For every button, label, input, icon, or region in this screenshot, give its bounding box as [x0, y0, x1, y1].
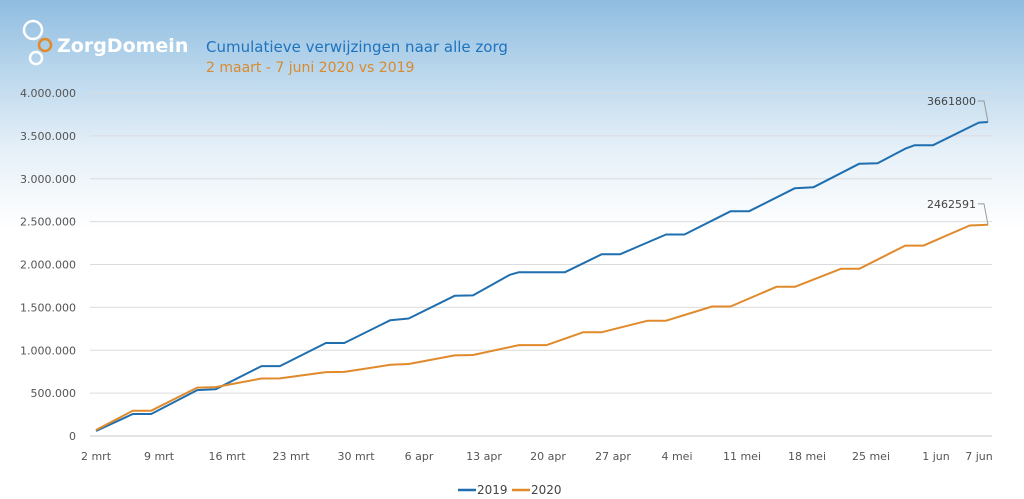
x-tick-label: 16 mrt	[208, 450, 246, 463]
x-tick-label: 2 mrt	[81, 450, 112, 463]
y-tick-label: 500.000	[31, 387, 77, 400]
x-tick-label: 13 apr	[466, 450, 502, 463]
logo: ZorgDomein	[22, 19, 188, 66]
x-tick-label: 1 jun	[922, 450, 950, 463]
chart-subtitle: 2 maart - 7 juni 2020 vs 2019	[206, 60, 414, 76]
end-label-leader	[978, 100, 989, 123]
series-line-2020	[95, 223, 989, 431]
y-tick-label: 0	[69, 430, 76, 443]
x-tick-label: 18 mei	[788, 450, 826, 463]
legend-label-2019: 2019	[477, 483, 508, 497]
y-tick-label: 3.500.000	[20, 130, 76, 143]
x-tick-label: 4 mei	[661, 450, 692, 463]
series-line-2019	[95, 121, 989, 432]
end-label-leader	[978, 203, 989, 225]
x-tick-label: 23 mrt	[272, 450, 310, 463]
x-tick-label: 25 mei	[852, 450, 890, 463]
y-tick-label: 3.000.000	[20, 173, 76, 186]
x-tick-label: 11 mei	[723, 450, 761, 463]
x-tick-label: 7 jun	[965, 450, 993, 463]
y-tick-label: 1.000.000	[20, 344, 76, 357]
x-tick-label: 9 mrt	[144, 450, 175, 463]
brand-name: ZorgDomein	[57, 35, 188, 57]
y-tick-label: 4.000.000	[20, 87, 76, 100]
x-tick-label: 27 apr	[595, 450, 631, 463]
chart-title: Cumulatieve verwijzingen naar alle zorg	[206, 38, 508, 56]
y-tick-label: 1.500.000	[20, 301, 76, 314]
logo-circle	[28, 50, 44, 66]
x-tick-label: 6 apr	[405, 450, 434, 463]
y-tick-label: 2.500.000	[20, 216, 76, 229]
logo-circle	[22, 19, 44, 41]
end-value-label: 3661800	[927, 95, 976, 108]
x-tick-label: 20 apr	[530, 450, 566, 463]
x-tick-label: 30 mrt	[337, 450, 375, 463]
legend-label-2020: 2020	[531, 483, 562, 497]
logo-circle	[37, 37, 53, 53]
y-tick-label: 2.000.000	[20, 259, 76, 272]
end-value-label: 2462591	[927, 198, 976, 211]
